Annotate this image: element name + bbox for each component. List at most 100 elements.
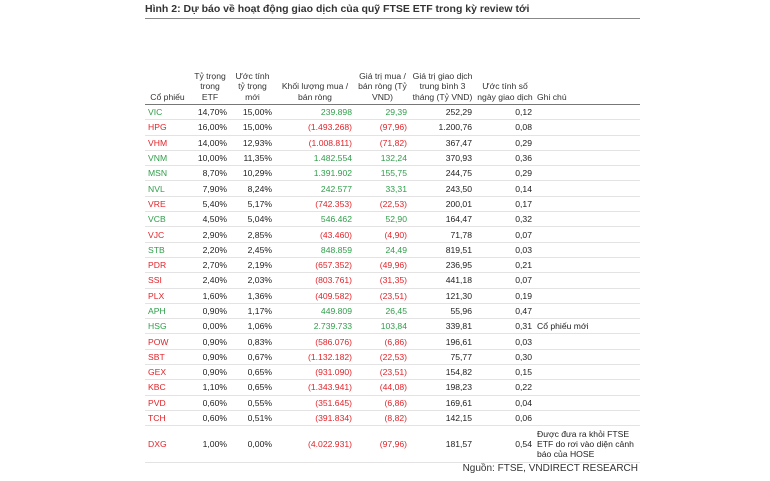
value-cell: 2,85% [230,226,275,243]
value-cell: (4.022.931) [275,425,355,464]
note-cell [535,333,640,350]
note-cell: Cổ phiếu mới [535,318,640,335]
value-cell: 200,01 [410,196,475,213]
value-cell: 5,17% [230,196,275,213]
value-cell: 1.200,76 [410,119,475,136]
ticker: SSI [145,272,190,289]
value-cell: 24,49 [355,242,410,258]
value-cell: (71,82) [355,135,410,151]
note-cell [535,196,640,213]
ticker: PLX [145,288,190,304]
value-cell: 0,07 [475,226,535,243]
value-cell: 0,29 [475,165,535,182]
value-cell: 242.577 [275,180,355,197]
value-cell: 0,90% [190,364,230,381]
value-cell: 0,60% [190,395,230,411]
value-cell: 0,07 [475,272,535,289]
value-cell: 236,95 [410,257,475,274]
note-cell [535,288,640,304]
value-cell: 0,17 [475,196,535,213]
ticker: MSN [145,165,190,182]
column-header: Tỷ trọng trong ETF [190,26,230,105]
value-cell: 2,03% [230,272,275,289]
value-cell: 1.391.902 [275,165,355,182]
table-row: PDR 2,70% 2,19% (657.352) (49,96) 236,95 0,21 [145,257,640,274]
value-cell: (8,82) [355,410,410,427]
value-cell: 2,19% [230,257,275,274]
ticker: PVD [145,395,190,411]
value-cell: 0,32 [475,211,535,228]
figure-title: Hình 2: Dự báo về hoạt động giao dịch củ… [145,3,640,19]
value-cell: 0,03 [475,242,535,258]
note-cell [535,395,640,411]
value-cell: 103,84 [355,318,410,335]
note-cell [535,104,640,121]
value-cell: 132,24 [355,150,410,167]
table-row: HPG 16,00% 15,00% (1.493.268) (97,96) 1.200,7… [145,119,640,136]
ticker: GEX [145,364,190,381]
value-cell: 0,54 [475,425,535,464]
ticker: VJC [145,226,190,243]
value-cell: 0,47 [475,303,535,320]
value-cell: (742.353) [275,196,355,213]
value-cell: 370,93 [410,150,475,167]
value-cell: 2,90% [190,226,230,243]
value-cell: 55,96 [410,303,475,320]
value-cell: 155,75 [355,165,410,182]
value-cell: 198,23 [410,379,475,396]
value-cell: (586.076) [275,333,355,350]
table-row: VNM 10,00% 11,35% 1.482.554 132,24 370,93 0,36 [145,150,640,167]
value-cell: (44,08) [355,379,410,396]
table-row: VCB 4,50% 5,04% 546.462 52,90 164,47 0,32 [145,211,640,228]
value-cell: 5,04% [230,211,275,228]
value-cell: 367,47 [410,135,475,151]
value-cell: 0,67% [230,349,275,366]
ticker: SBT [145,349,190,366]
table-row: TCH 0,60% 0,51% (391.834) (8,82) 142,15 0,06 [145,410,640,427]
value-cell: 0,06 [475,410,535,427]
value-cell: 8,24% [230,180,275,197]
value-cell: 2,40% [190,272,230,289]
source-note: Nguồn: FTSE, VNDIRECT RESEARCH [462,463,638,474]
value-cell: 14,70% [190,104,230,121]
value-cell: 0,08 [475,119,535,136]
value-cell: (22,53) [355,349,410,366]
column-header: Cổ phiếu [145,26,190,105]
value-cell: 0,55% [230,395,275,411]
note-cell [535,242,640,258]
value-cell: 0,22 [475,379,535,396]
value-cell: (6,86) [355,333,410,350]
table-row: VHM 14,00% 12,93% (1.008.811) (71,82) 367,47 0… [145,135,640,151]
table-body: VIC 14,70% 15,00% 239.898 29,39 252,29 0,12 HPG… [145,104,640,464]
table-row: APH 0,90% 1,17% 449.809 26,45 55,96 0,47 [145,303,640,320]
value-cell: 1,17% [230,303,275,320]
table-row: VIC 14,70% 15,00% 239.898 29,39 252,29 0,12 [145,104,640,121]
ticker: HSG [145,318,190,335]
column-header: Giá trị giao dịch trung bình 3 tháng (Tỷ… [410,26,475,105]
column-header: Ước tính tỷ trọng mới [230,26,275,105]
value-cell: 1,36% [230,288,275,304]
value-cell: (4,90) [355,226,410,243]
note-cell [535,165,640,182]
value-cell: 142,15 [410,410,475,427]
value-cell: 0,14 [475,180,535,197]
note-cell [535,257,640,274]
note-cell [535,379,640,396]
value-cell: 0,90% [190,349,230,366]
value-cell: 1,00% [190,425,230,464]
ticker: PDR [145,257,190,274]
value-cell: (657.352) [275,257,355,274]
value-cell: 33,31 [355,180,410,197]
table-row: STB 2,20% 2,45% 848.859 24,49 819,51 0,03 [145,242,640,258]
note-cell [535,364,640,381]
column-header: Ước tính số ngày giao dịch [475,26,535,105]
value-cell: 164,47 [410,211,475,228]
value-cell: 252,29 [410,104,475,121]
value-cell: 0,65% [230,364,275,381]
note-cell [535,150,640,167]
value-cell: 0,65% [230,379,275,396]
value-cell: 0,15 [475,364,535,381]
ticker: VHM [145,135,190,151]
value-cell: 26,45 [355,303,410,320]
value-cell: 2.739.733 [275,318,355,335]
